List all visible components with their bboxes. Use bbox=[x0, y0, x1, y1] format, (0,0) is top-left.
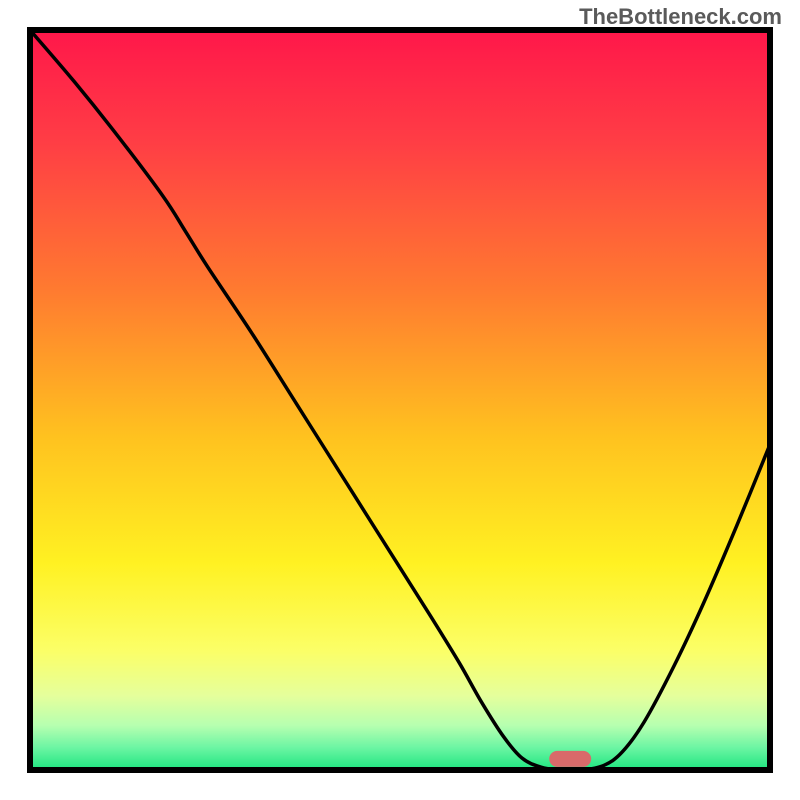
watermark-text: TheBottleneck.com bbox=[579, 4, 782, 30]
plot-background bbox=[30, 30, 770, 770]
bottleneck-chart bbox=[0, 0, 800, 800]
chart-container: TheBottleneck.com bbox=[0, 0, 800, 800]
optimal-marker bbox=[549, 751, 591, 767]
